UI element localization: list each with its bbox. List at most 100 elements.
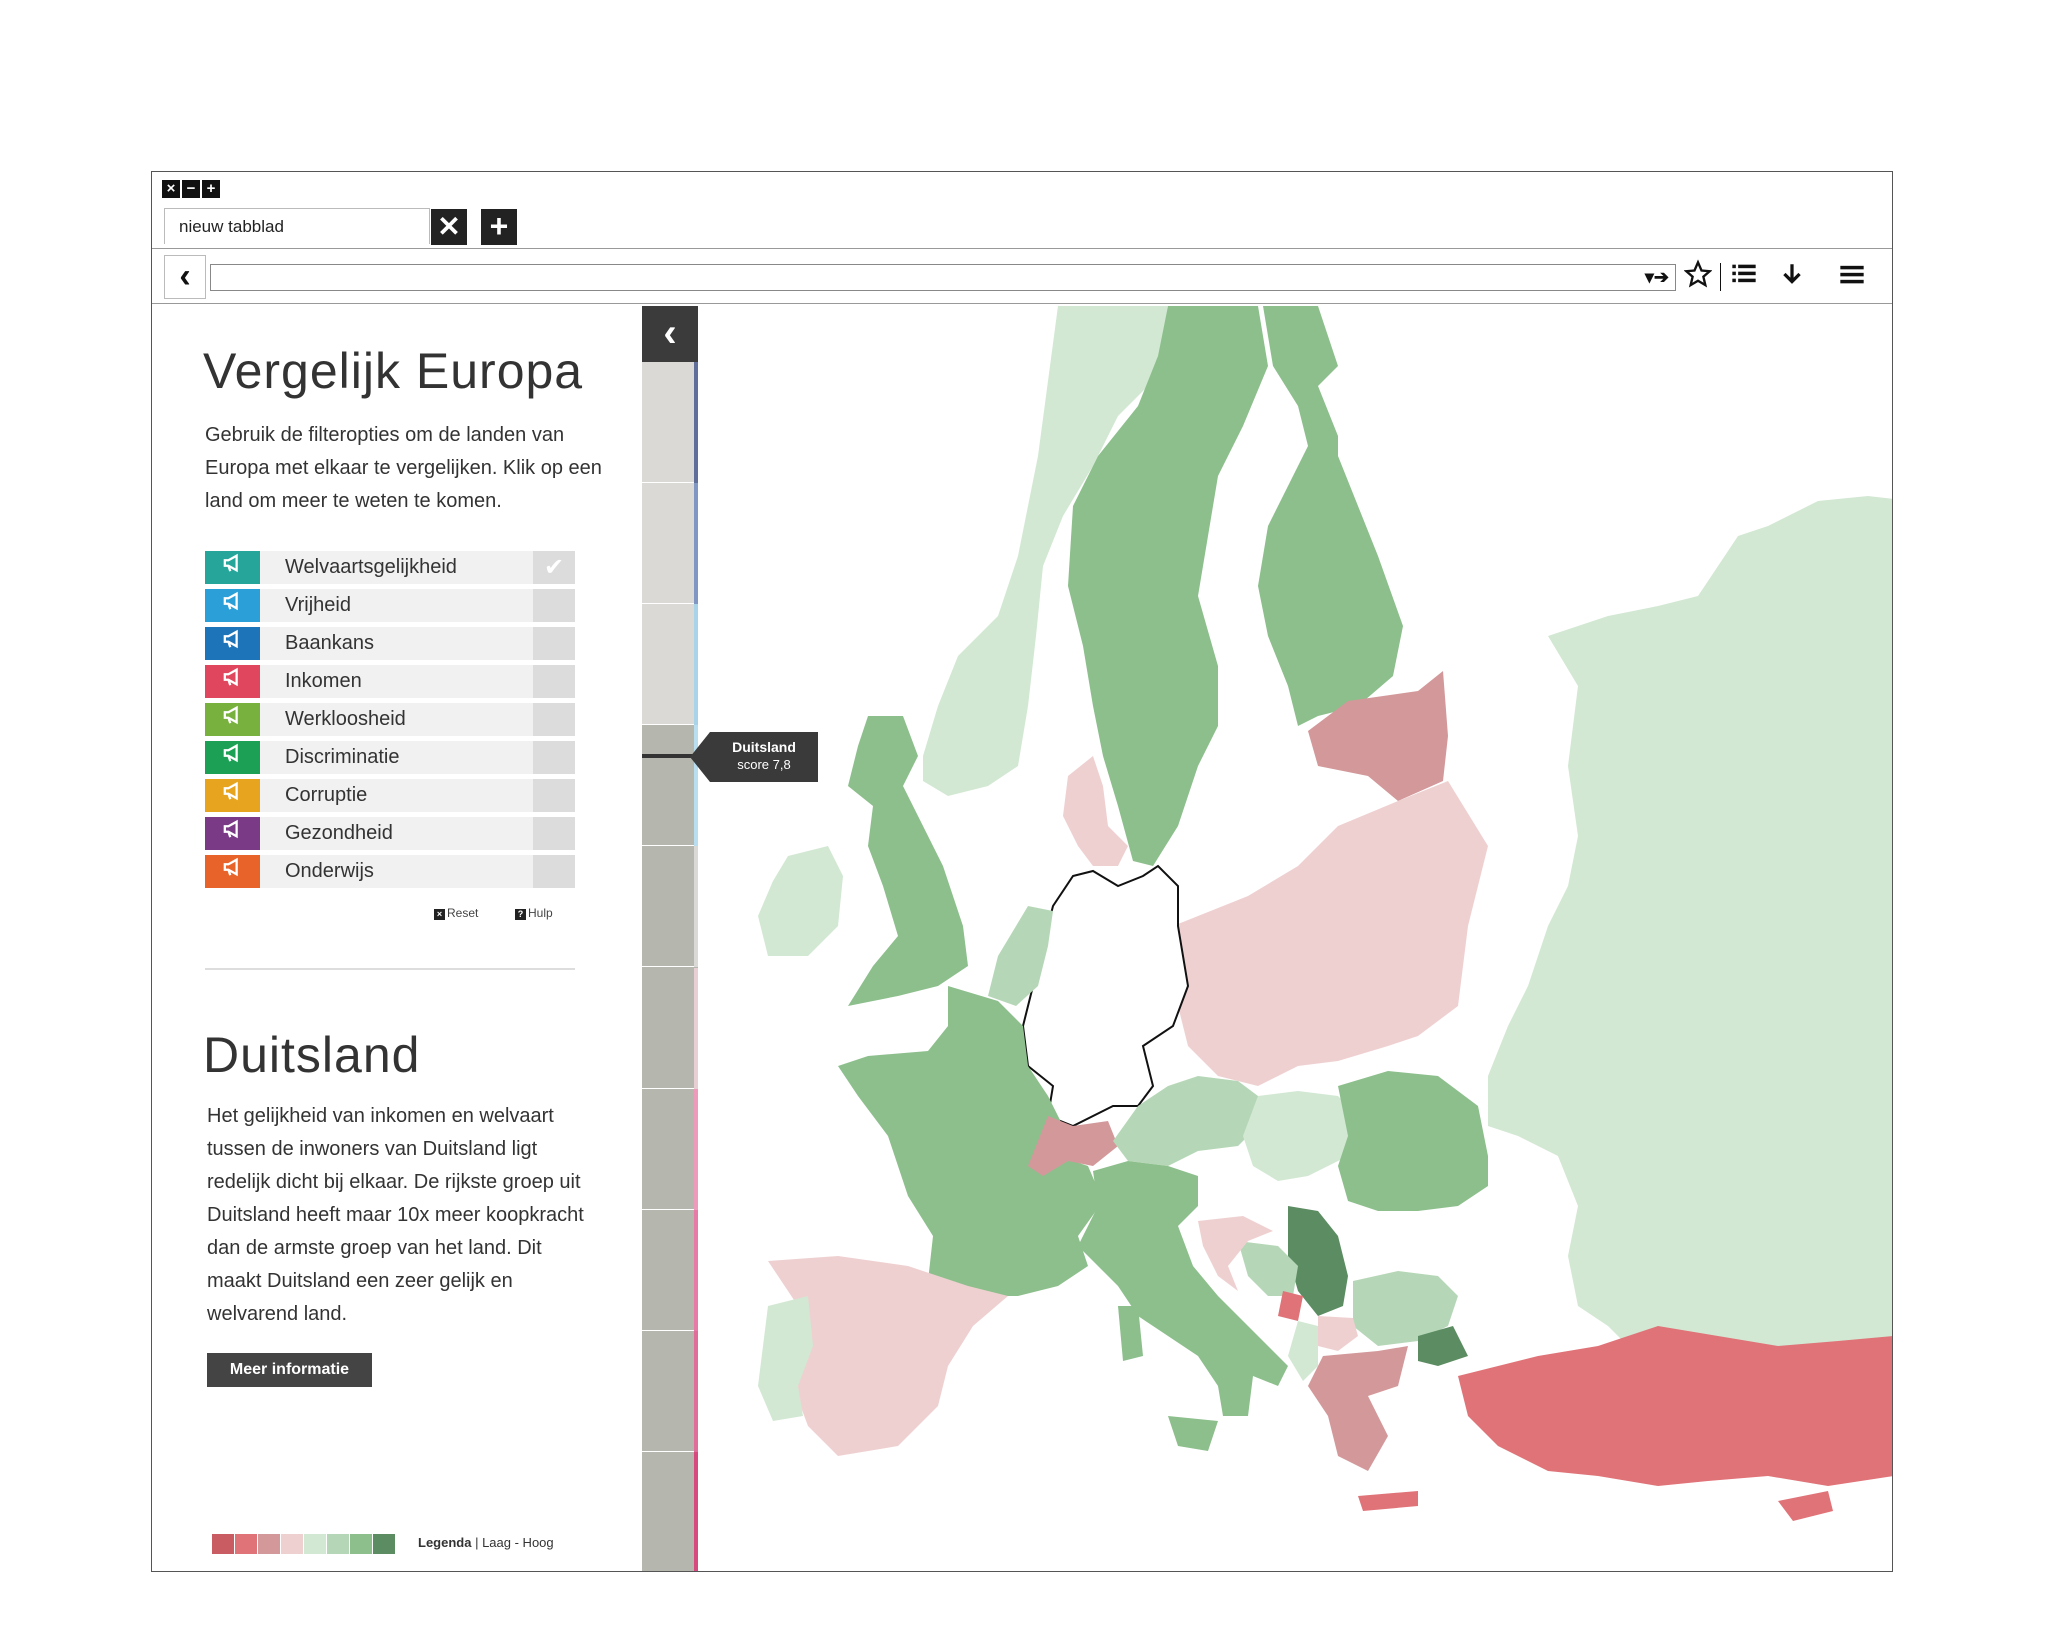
filter-row[interactable]: Vrijheid [205, 589, 575, 622]
filter-panel: Vergelijk Europa Gebruik de filteropties… [152, 306, 642, 1571]
country-finland[interactable] [1258, 306, 1403, 726]
megaphone-icon [205, 703, 260, 736]
country-italy[interactable] [1078, 1161, 1288, 1416]
page-title: Vergelijk Europa [203, 343, 584, 399]
legend-text: Legenda | Laag - Hoog [418, 1535, 554, 1550]
reset-label: Reset [447, 906, 479, 920]
close-window-icon[interactable]: × [162, 180, 180, 198]
country-ireland[interactable] [758, 846, 843, 956]
country-norway[interactable] [923, 306, 1168, 796]
filter-label: Baankans [285, 632, 374, 654]
country-cyprus[interactable] [1778, 1491, 1833, 1521]
address-bar[interactable]: ▾➔ [210, 264, 1676, 291]
filter-label: Inkomen [285, 670, 362, 692]
filter-checkbox[interactable] [533, 817, 575, 850]
filter-label: Vrijheid [285, 594, 351, 616]
close-tab-icon[interactable]: ✕ [431, 209, 467, 245]
filter-row[interactable]: Corruptie [205, 779, 575, 812]
country-bulgaria[interactable] [1353, 1271, 1458, 1346]
megaphone-icon [205, 817, 260, 850]
reset-link[interactable]: × Reset [434, 906, 478, 920]
country-serbia[interactable] [1288, 1206, 1348, 1316]
strip-segment[interactable] [642, 1209, 694, 1331]
help-link[interactable]: ? Hulp [515, 906, 553, 920]
megaphone-icon [205, 551, 260, 584]
filter-checkbox[interactable] [533, 779, 575, 812]
country-russia[interactable] [1488, 496, 1893, 1376]
bookmark-star-icon[interactable] [1683, 259, 1713, 297]
filter-checkbox[interactable] [533, 741, 575, 774]
strip-segment[interactable] [642, 1451, 694, 1571]
country-sweden[interactable] [1068, 306, 1268, 866]
strip-segment[interactable] [642, 967, 694, 1089]
legend-swatch [373, 1534, 395, 1554]
country-hungary[interactable] [1243, 1091, 1358, 1181]
country-poland[interactable] [1173, 781, 1488, 1086]
country-uk[interactable] [848, 716, 968, 1006]
filter-list: Welvaartsgelijkheid ✔ Vrijheid Baankans Inko… [205, 551, 575, 893]
new-tab-icon[interactable]: + [481, 209, 517, 245]
filter-row[interactable]: Werkloosheid [205, 703, 575, 736]
country-montenegro[interactable] [1278, 1291, 1303, 1321]
browser-tab[interactable]: nieuw tabblad [164, 208, 430, 244]
strip-segment[interactable] [642, 1088, 694, 1210]
country-switzerland[interactable] [1028, 1116, 1118, 1176]
reset-icon: × [434, 909, 445, 920]
filter-checkbox[interactable] [533, 855, 575, 888]
legend-swatches [212, 1534, 396, 1554]
country-germany[interactable] [1021, 864, 1190, 1128]
maximize-window-icon[interactable]: + [202, 180, 220, 198]
country-sicily[interactable] [1168, 1416, 1218, 1451]
filter-label: Welvaartsgelijkheid [285, 556, 457, 578]
strip-segment[interactable] [642, 604, 694, 726]
strip-segment[interactable] [642, 725, 694, 847]
filter-row[interactable]: Onderwijs [205, 855, 575, 888]
filter-row[interactable]: Baankans [205, 627, 575, 660]
menu-icon[interactable] [1838, 259, 1866, 297]
strip-segment[interactable] [642, 846, 694, 968]
back-button[interactable]: ‹ [164, 255, 206, 299]
country-france[interactable] [838, 986, 1103, 1296]
strip-segment-bar [694, 725, 698, 847]
strip-segment[interactable] [642, 1330, 694, 1452]
download-icon[interactable] [1779, 259, 1805, 297]
country-baltics[interactable] [1308, 671, 1448, 801]
country-crete[interactable] [1358, 1491, 1418, 1511]
more-info-button[interactable]: Meer informatie [207, 1353, 372, 1387]
filter-checkbox[interactable]: ✔ [533, 551, 575, 584]
strip-segment[interactable] [642, 483, 694, 605]
minimize-window-icon[interactable]: − [182, 180, 200, 198]
score-strip[interactable]: ‹ [642, 306, 698, 1571]
legend-swatch [350, 1534, 372, 1554]
country-greece[interactable] [1308, 1346, 1408, 1471]
filter-checkbox[interactable] [533, 627, 575, 660]
legend-range: Laag - Hoog [482, 1535, 554, 1550]
country-denmark[interactable] [1063, 756, 1128, 866]
filter-checkbox[interactable] [533, 589, 575, 622]
filter-row[interactable]: Discriminatie [205, 741, 575, 774]
country-croatia[interactable] [1198, 1216, 1273, 1291]
strip-segment[interactable] [642, 362, 694, 484]
country-sardinia[interactable] [1118, 1306, 1143, 1361]
filter-row[interactable]: Inkomen [205, 665, 575, 698]
collapse-panel-icon[interactable]: ‹ [642, 306, 698, 362]
legend-swatch [235, 1534, 257, 1554]
country-romania[interactable] [1338, 1071, 1488, 1211]
country-turkey-eu[interactable] [1418, 1326, 1468, 1366]
country-bosnia[interactable] [1238, 1241, 1298, 1296]
country-austria[interactable] [1113, 1076, 1258, 1166]
legend-swatch [281, 1534, 303, 1554]
filter-checkbox[interactable] [533, 703, 575, 736]
country-portugal[interactable] [758, 1296, 813, 1421]
filter-checkbox[interactable] [533, 665, 575, 698]
country-netherlands[interactable] [988, 906, 1053, 1006]
country-spain[interactable] [768, 1256, 1008, 1456]
filter-row[interactable]: Welvaartsgelijkheid ✔ [205, 551, 575, 584]
megaphone-icon [205, 589, 260, 622]
filter-row[interactable]: Gezondheid [205, 817, 575, 850]
list-icon[interactable] [1730, 259, 1758, 297]
country-albania[interactable] [1288, 1321, 1318, 1381]
country-turkey[interactable] [1458, 1326, 1893, 1486]
go-arrow-icon[interactable]: ▾➔ [1644, 267, 1669, 287]
country-macedonia[interactable] [1318, 1316, 1358, 1351]
